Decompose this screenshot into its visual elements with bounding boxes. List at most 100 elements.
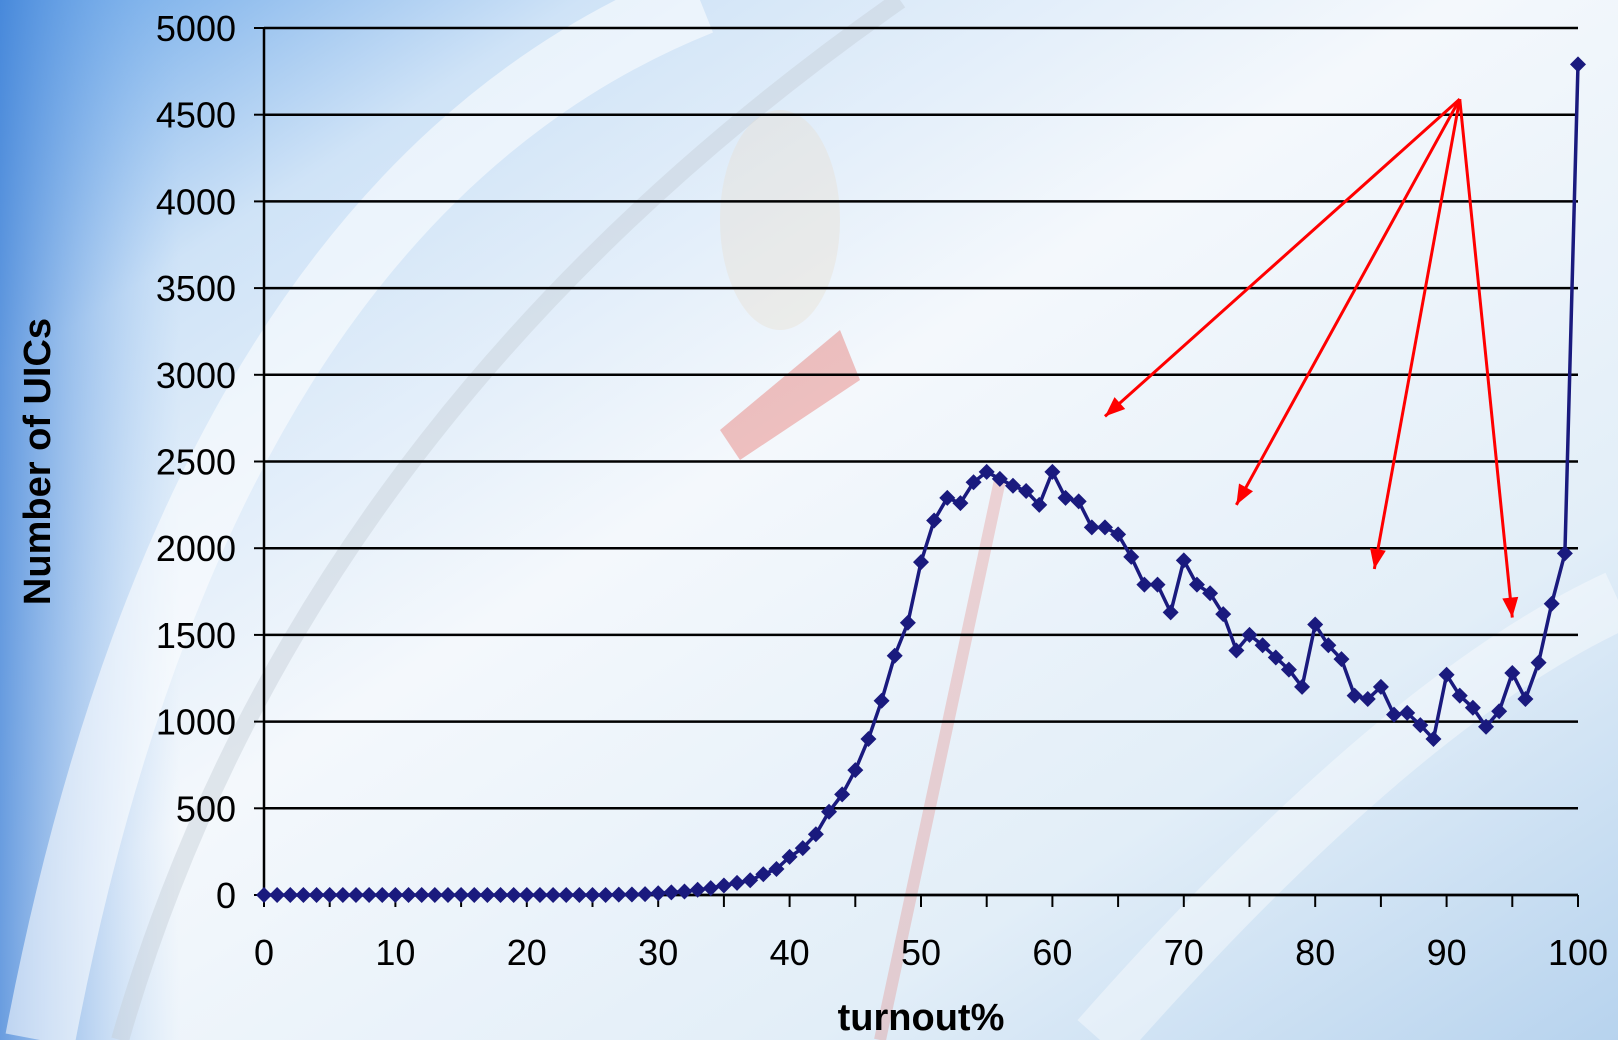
data-point xyxy=(794,840,811,857)
data-point xyxy=(347,887,364,903)
data-point xyxy=(978,463,995,480)
data-point xyxy=(886,647,903,664)
data-point xyxy=(1228,642,1245,659)
data-point xyxy=(1543,595,1560,612)
data-point xyxy=(676,883,693,900)
data-point xyxy=(637,886,654,903)
data-point xyxy=(1070,493,1087,510)
tick-label-x: 0 xyxy=(254,932,274,973)
data-point xyxy=(821,803,838,820)
tick-label-y: 4000 xyxy=(156,181,236,222)
tick-label-x: 60 xyxy=(1032,932,1072,973)
data-point xyxy=(413,887,430,903)
data-point xyxy=(1083,519,1100,536)
data-point xyxy=(256,887,272,903)
data-point xyxy=(1438,666,1455,683)
annotation-arrowhead xyxy=(1502,596,1519,618)
data-point xyxy=(1215,606,1232,623)
series-line xyxy=(264,64,1580,897)
tick-label-y: 3500 xyxy=(156,268,236,309)
data-point xyxy=(1504,665,1521,682)
tick-label-x: 80 xyxy=(1295,932,1335,973)
tick-labels: 0500100015002000250030003500400045005000… xyxy=(156,8,1608,973)
data-point xyxy=(1464,699,1481,716)
data-point xyxy=(1123,548,1140,565)
data-point xyxy=(939,489,956,506)
tick-label-x: 50 xyxy=(901,932,941,973)
data-point xyxy=(610,886,627,903)
data-point xyxy=(834,786,851,803)
data-point xyxy=(1136,576,1153,593)
tick-label-y: 1500 xyxy=(156,615,236,656)
tick-label-x: 20 xyxy=(507,932,547,973)
data-point xyxy=(321,887,338,903)
data-point xyxy=(387,887,404,903)
data-point xyxy=(1556,545,1573,562)
tick-label-x: 40 xyxy=(770,932,810,973)
data-point xyxy=(873,692,890,709)
data-point xyxy=(742,872,759,889)
data-point xyxy=(1530,654,1547,671)
data-point xyxy=(1451,687,1468,704)
annotation-arrows xyxy=(1103,97,1519,618)
data-point xyxy=(755,866,772,883)
data-point xyxy=(1175,552,1192,569)
data-point xyxy=(558,887,575,903)
annotation-arrow xyxy=(1235,98,1462,506)
data-point xyxy=(1096,519,1113,536)
data-point xyxy=(531,887,548,903)
data-point xyxy=(768,860,785,877)
y-axis-label: Number of UICs xyxy=(17,318,59,605)
data-point xyxy=(479,887,496,903)
data-point xyxy=(991,470,1008,487)
tick-label-x: 90 xyxy=(1427,932,1467,973)
tick-label-y: 1000 xyxy=(156,702,236,743)
data-point xyxy=(584,887,601,903)
annotation-arrowhead xyxy=(1236,483,1254,505)
data-point xyxy=(1057,489,1074,506)
tick-label-y: 3000 xyxy=(156,355,236,396)
data-point xyxy=(623,886,640,903)
data-point xyxy=(1478,718,1495,735)
data-point xyxy=(1425,730,1442,747)
data-point xyxy=(466,887,483,903)
tick-label-y: 0 xyxy=(216,875,236,916)
data-point xyxy=(453,887,470,903)
annotation-arrow xyxy=(1372,98,1462,570)
tick-label-x: 10 xyxy=(375,932,415,973)
data-point xyxy=(899,614,916,631)
data-point xyxy=(374,887,391,903)
annotation-arrowhead xyxy=(1104,397,1126,417)
data-point xyxy=(1307,616,1324,633)
data-point xyxy=(1241,626,1258,643)
annotation-arrowhead xyxy=(1370,547,1386,570)
data-point xyxy=(1267,649,1284,666)
data-point xyxy=(781,848,798,865)
data-point xyxy=(295,887,312,903)
data-point xyxy=(1202,585,1219,602)
data-point xyxy=(913,554,929,571)
data-point xyxy=(1018,482,1035,499)
data-point xyxy=(860,730,877,747)
data-point xyxy=(1254,637,1271,654)
axes xyxy=(254,27,1579,907)
tick-label-x: 70 xyxy=(1164,932,1204,973)
data-point xyxy=(1399,704,1416,721)
data-point xyxy=(1294,678,1311,695)
data-point xyxy=(689,881,706,898)
data-point xyxy=(400,887,417,903)
tick-label-x: 100 xyxy=(1548,932,1608,973)
data-point xyxy=(650,885,667,902)
data-point xyxy=(1372,678,1389,695)
data-point xyxy=(663,884,680,901)
data-point xyxy=(1188,576,1205,593)
data-point xyxy=(952,495,969,512)
data-point xyxy=(715,877,732,894)
data-point xyxy=(439,887,456,903)
data-point xyxy=(518,887,535,903)
tick-label-y: 2000 xyxy=(156,528,236,569)
data-point xyxy=(1386,706,1403,723)
